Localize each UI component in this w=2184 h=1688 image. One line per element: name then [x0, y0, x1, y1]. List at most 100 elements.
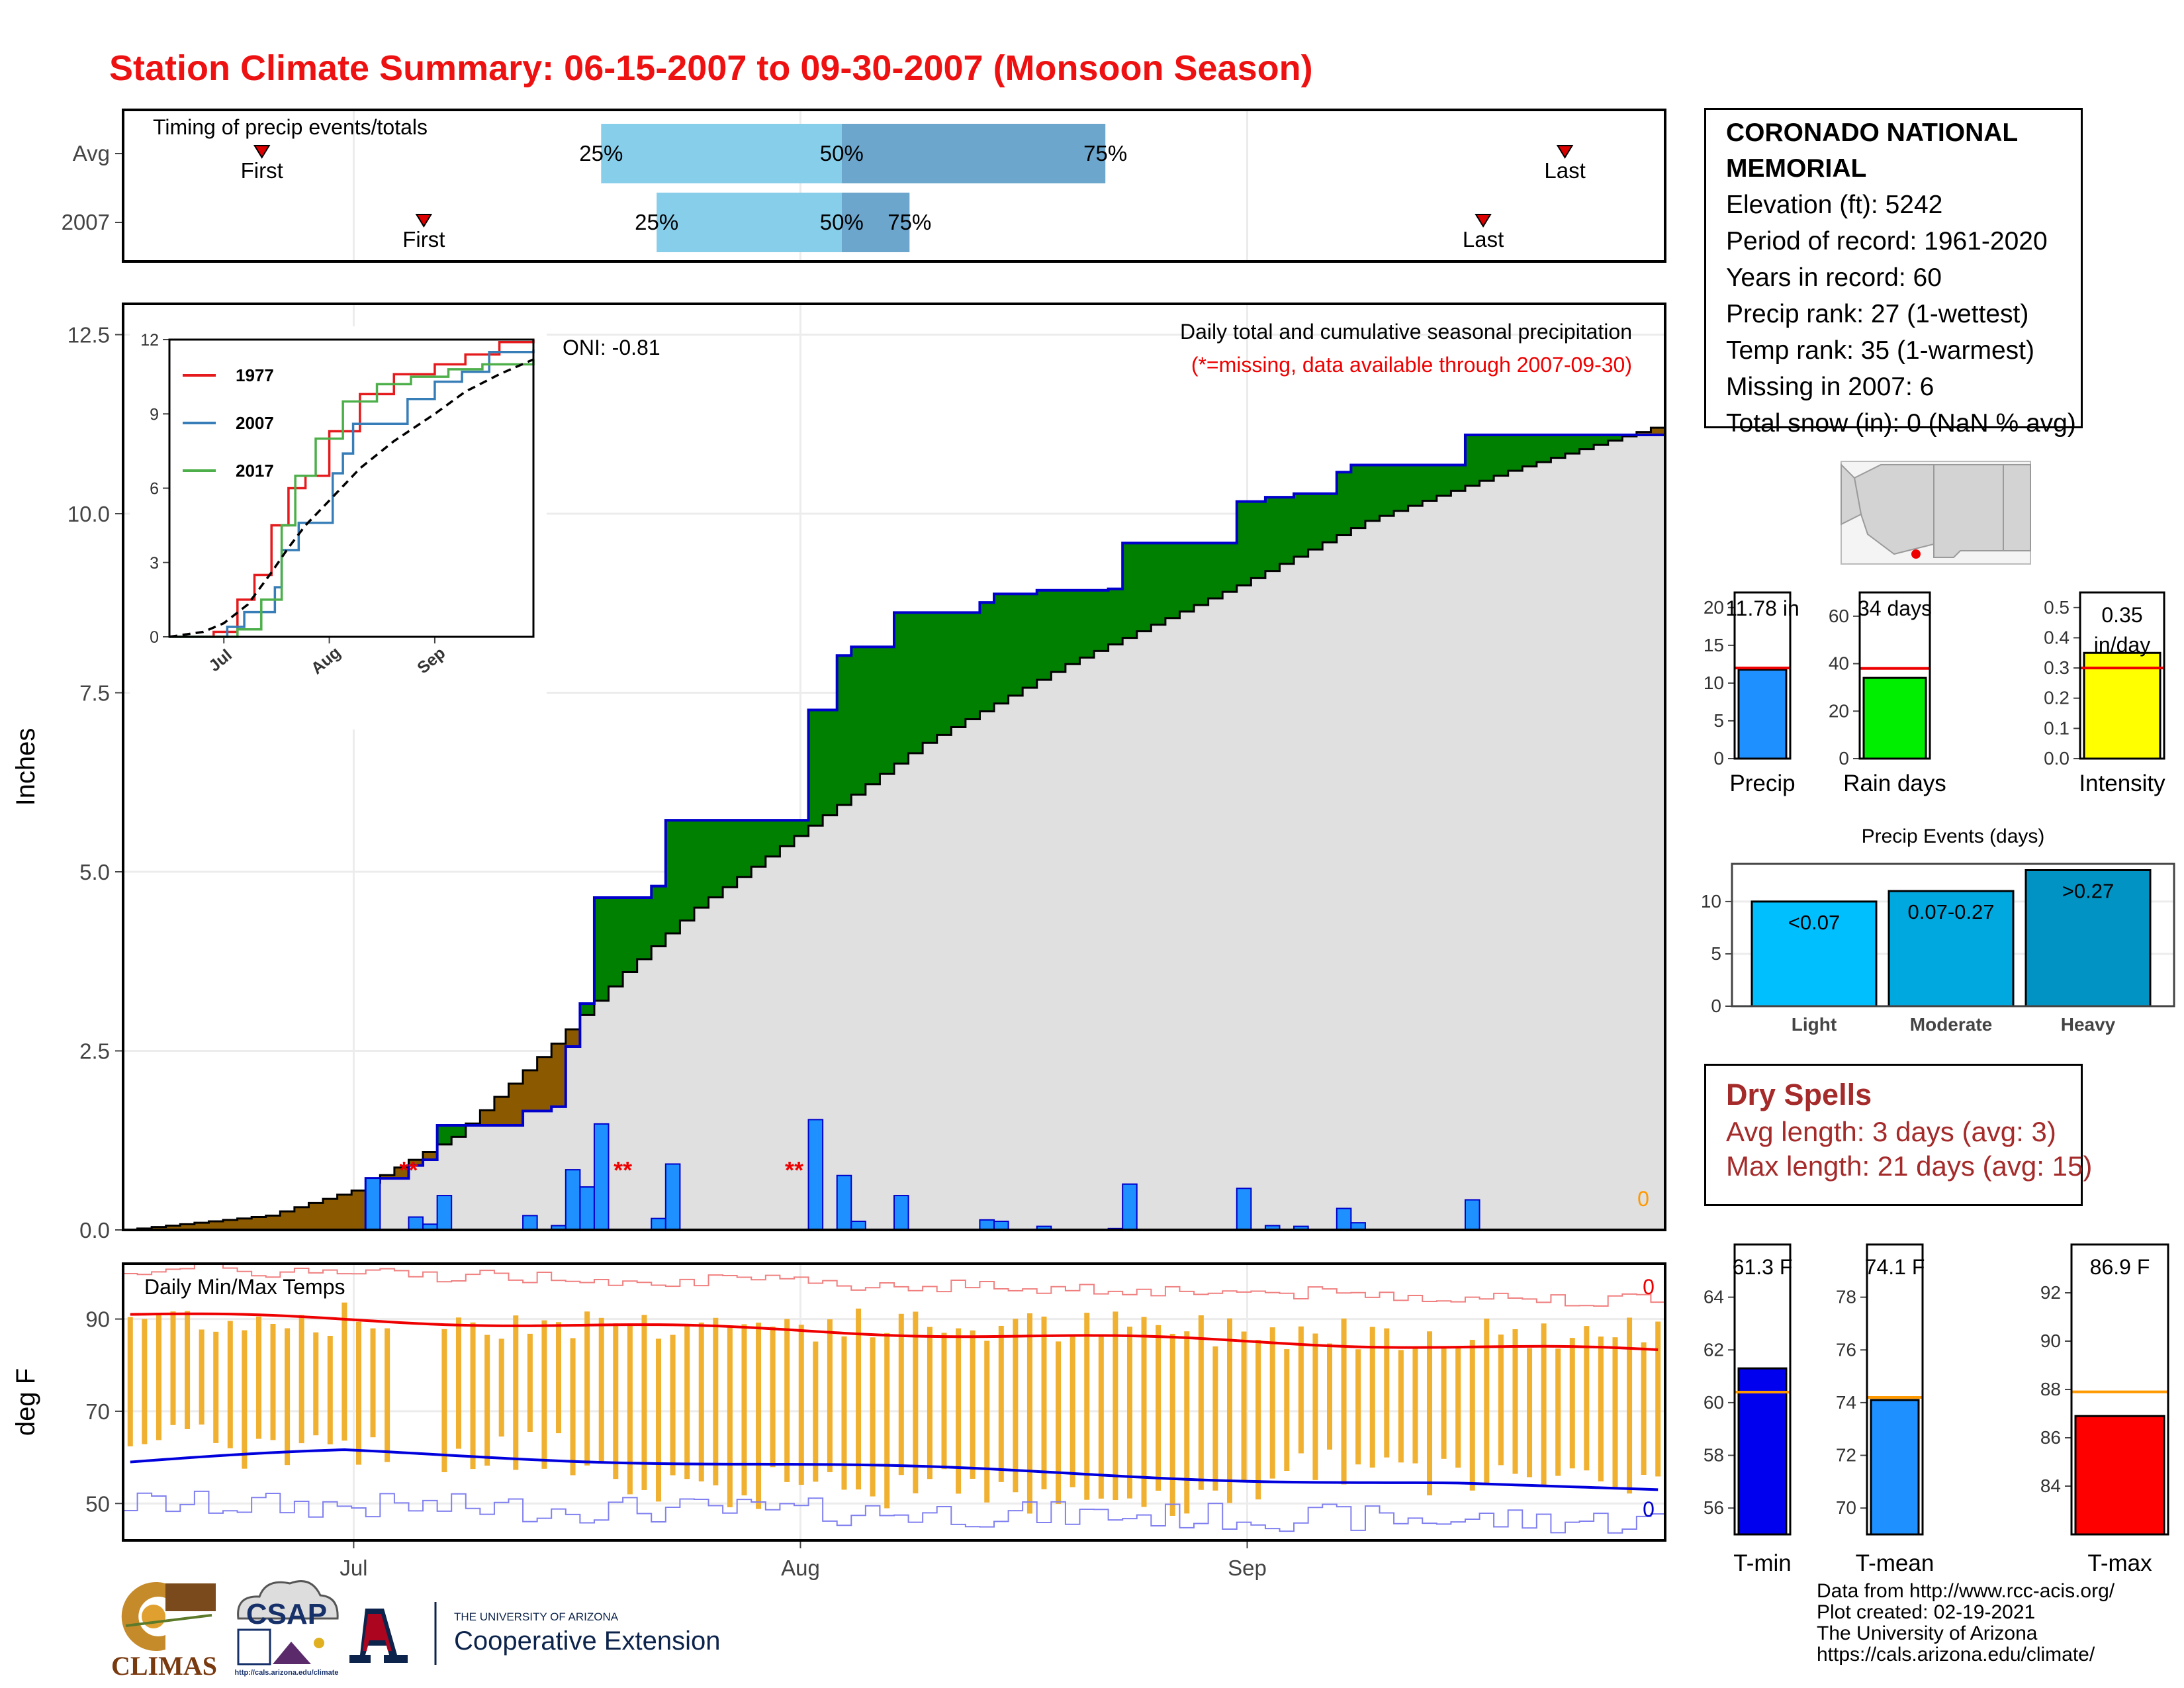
daily-temp-bar	[1655, 1321, 1661, 1477]
difference-fill	[1594, 435, 1609, 445]
difference-fill	[280, 1211, 295, 1230]
difference-fill	[508, 1083, 523, 1126]
difference-fill	[1465, 435, 1480, 486]
y-tick-label: 50	[85, 1491, 110, 1516]
timing-frame	[122, 109, 1666, 263]
daily-temp-bar	[570, 1338, 576, 1476]
summary-y-tick: 0	[1839, 748, 1849, 769]
daily-temp-bar	[827, 1319, 833, 1472]
daily-precip-bar	[979, 1219, 995, 1231]
daily-precip-bar	[807, 1119, 824, 1231]
daily-temp-bar	[199, 1329, 205, 1425]
daily-precip-bar	[579, 1186, 595, 1231]
daily-temp-bar	[556, 1322, 562, 1434]
difference-fill	[1651, 428, 1666, 436]
average-cumulative-line	[123, 426, 1665, 1231]
ua-small-text: THE UNIVERSITY OF ARIZONA	[454, 1611, 619, 1623]
daily-temp-bar	[1169, 1333, 1175, 1516]
inset-series-line	[169, 340, 535, 638]
difference-fill	[708, 820, 723, 898]
daily-temp-bar	[870, 1337, 876, 1497]
temp-bar-y-tick: 88	[2040, 1379, 2061, 1399]
difference-fill	[665, 820, 680, 934]
temp-bar-y-tick: 90	[2040, 1331, 2061, 1351]
daily-precip-bar	[1236, 1188, 1252, 1231]
daily-temp-bar	[1398, 1350, 1404, 1463]
daily-temp-bar	[142, 1319, 148, 1444]
summary-bar-label: Rain days	[1843, 771, 1946, 796]
summary-y-tick: 0	[1713, 748, 1724, 769]
event-bar	[1751, 900, 1878, 1008]
daily-temp-bar	[1355, 1349, 1361, 1465]
p75-label: 75%	[1083, 141, 1127, 165]
daily-precip-bar	[1122, 1183, 1138, 1231]
daily-temp-bar	[185, 1311, 191, 1429]
climas-logo-text: CLIMAS	[111, 1651, 217, 1681]
difference-fill	[380, 1175, 395, 1179]
map-state-texas	[2003, 464, 2031, 551]
difference-fill	[1122, 543, 1138, 638]
temp-bar-label: T-max	[2087, 1550, 2152, 1576]
summary-y-tick: 0.5	[2044, 597, 2070, 618]
dry-spells-avg: Avg length: 3 days (avg: 3)	[1726, 1116, 2056, 1147]
daily-temp-bar	[298, 1315, 304, 1444]
daily-precip-bar	[836, 1174, 852, 1231]
daily-temp-bar	[756, 1323, 762, 1509]
difference-fill	[1522, 435, 1537, 467]
difference-fill	[1379, 465, 1394, 516]
difference-fill	[1394, 465, 1409, 511]
daily-temp-bar	[1284, 1349, 1290, 1471]
difference-fill	[1551, 435, 1566, 458]
daily-temp-bar	[1627, 1317, 1633, 1494]
temp-bar-y-tick: 78	[1836, 1287, 1856, 1307]
difference-fill	[565, 1029, 580, 1047]
difference-fill	[523, 1070, 538, 1111]
daily-temp-bar	[242, 1330, 248, 1469]
event-bar	[1888, 890, 2015, 1008]
temp-bar-y-tick: 74	[1836, 1392, 1856, 1413]
daily-precip-bar	[565, 1169, 581, 1231]
precip-subtitle: Daily total and cumulative seasonal prec…	[1180, 320, 1632, 344]
dry-spells-max: Max length: 21 days (avg: 15)	[1726, 1150, 2093, 1182]
daily-temp-bar	[1527, 1348, 1533, 1477]
avg-min-line	[130, 1448, 1659, 1491]
difference-fill	[1608, 435, 1623, 441]
summary-y-tick: 15	[1704, 635, 1724, 655]
y-tick-label: 7.5	[79, 681, 110, 706]
record-low-line	[123, 1490, 1665, 1534]
csap-cloud-icon	[237, 1580, 339, 1620]
inset-y-tick: 9	[150, 405, 159, 424]
daily-temp-bar	[656, 1338, 662, 1502]
quartile-bar-50-75	[841, 193, 910, 252]
inset-bg	[130, 326, 547, 729]
daily-temp-bar	[541, 1320, 547, 1469]
quartile-bar-50-75	[841, 124, 1106, 183]
location-map	[1841, 461, 2031, 565]
daily-temp-bar	[1569, 1338, 1575, 1469]
daily-temp-bar	[270, 1323, 276, 1440]
difference-fill	[880, 647, 895, 774]
csap-sun-icon	[314, 1638, 324, 1648]
difference-fill	[494, 1097, 510, 1126]
daily-temp-bar	[1269, 1327, 1275, 1479]
difference-fill	[423, 1152, 438, 1160]
inset-average-line	[169, 358, 534, 638]
difference-fill	[1508, 435, 1523, 471]
difference-fill	[594, 897, 610, 1001]
daily-temp-bar	[341, 1302, 347, 1441]
oni-label: ONI: -0.81	[563, 336, 660, 359]
first-event-label: First	[241, 158, 283, 183]
summary-y-tick: 20	[1829, 700, 1849, 721]
credit-line: Data from http://www.rcc-acis.org/	[1817, 1580, 2115, 1602]
summary-value-label: 0.35	[2101, 603, 2142, 627]
inset-series-line	[169, 349, 535, 638]
daily-precip-bar	[1464, 1199, 1480, 1231]
daily-temp-bar	[1198, 1315, 1204, 1490]
climas-swirl-icon	[121, 1582, 165, 1651]
difference-fill	[923, 612, 938, 743]
daily-temp-bar	[1241, 1331, 1247, 1483]
temp-bar-y-tick: 64	[1704, 1287, 1724, 1307]
difference-fill	[1036, 590, 1052, 680]
event-bar-value: >0.27	[2062, 879, 2114, 902]
summary-y-tick: 60	[1829, 606, 1849, 626]
